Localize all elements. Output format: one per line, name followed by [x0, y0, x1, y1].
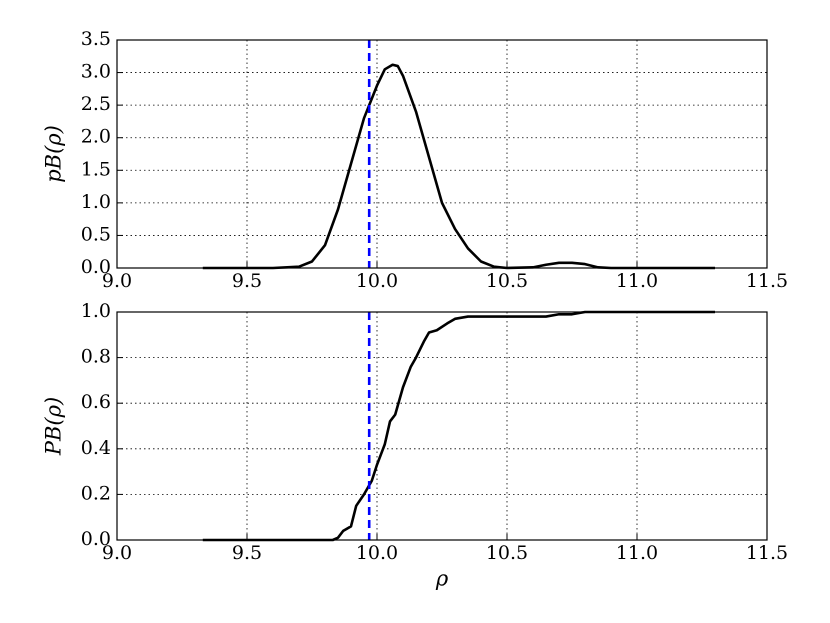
y-axis-label: pB(ρ) [42, 125, 66, 183]
x-tick-label: 9.5 [232, 542, 262, 564]
y-tick-label: 3.5 [81, 28, 111, 50]
y-tick-label: 3.0 [81, 61, 111, 83]
x-tick-label: 10.5 [486, 542, 528, 564]
x-tick-label: 10.0 [356, 542, 398, 564]
y-tick-label: 1.0 [81, 191, 111, 213]
axes-frame [116, 39, 768, 269]
x-tick-label: 11.0 [616, 270, 658, 292]
data-line [202, 63, 715, 270]
y-tick-label: 2.0 [81, 126, 111, 148]
y-tick-label: 0.0 [81, 528, 111, 550]
y-tick-label: 0.4 [81, 437, 111, 459]
axes-frame [116, 311, 768, 541]
y-tick-label: 0.2 [81, 482, 111, 504]
x-tick-label: 10.0 [356, 270, 398, 292]
y-tick-label: 0.8 [81, 346, 111, 368]
y-tick-label: 0.5 [81, 223, 111, 245]
x-tick-label: 9.5 [232, 270, 262, 292]
x-axis-label: ρ [435, 567, 449, 591]
x-tick-label: 11.5 [746, 270, 788, 292]
x-tick-label: 11.5 [746, 542, 788, 564]
x-tick-label: 9.0 [102, 270, 132, 292]
y-axis-label: PB(ρ) [42, 397, 66, 456]
y-tick-label: 1.0 [81, 300, 111, 322]
data-line [202, 310, 715, 542]
y-tick-label: 0.0 [81, 256, 111, 278]
x-tick-label: 11.0 [616, 542, 658, 564]
y-tick-label: 1.5 [81, 158, 111, 180]
x-tick-label: 10.5 [486, 270, 528, 292]
x-tick-label: 9.0 [102, 542, 132, 564]
y-tick-label: 2.5 [81, 93, 111, 115]
y-tick-label: 0.6 [81, 391, 111, 413]
